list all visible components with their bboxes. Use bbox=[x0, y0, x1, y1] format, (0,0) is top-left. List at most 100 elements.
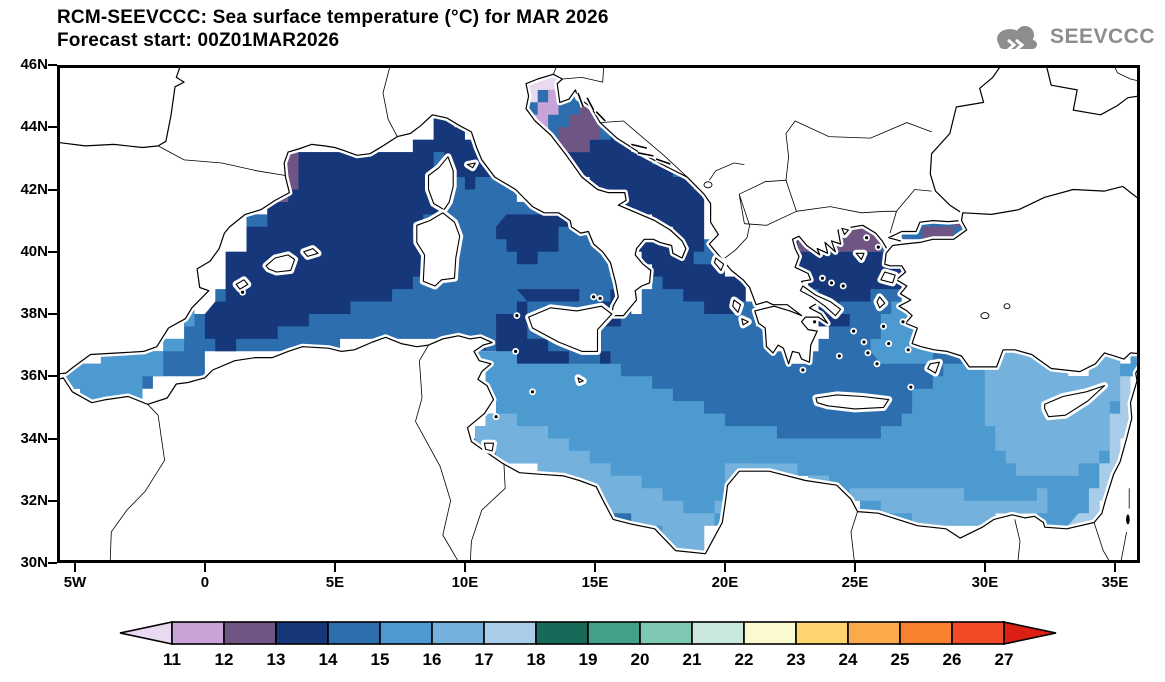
colorbar-tick-label: 21 bbox=[683, 650, 702, 669]
temperature-colorbar: 11 12 13 14 15 16 17 18 19 20 21 22 23 24 25 26 27 bbox=[119, 621, 1057, 669]
border-line bbox=[739, 179, 797, 226]
islet bbox=[876, 245, 880, 249]
islet bbox=[515, 314, 519, 318]
lat-tick-mark bbox=[48, 250, 57, 253]
colorbar-tick-label: 25 bbox=[891, 650, 910, 669]
islands bbox=[232, 92, 1108, 455]
lon-tick-mark bbox=[593, 563, 596, 572]
lat-tick-label: 42N bbox=[20, 180, 48, 198]
colorbar-cell bbox=[171, 621, 225, 645]
islet bbox=[514, 349, 518, 353]
title-block: RCM-SEEVCCC: Sea surface temperature (°C… bbox=[57, 6, 609, 52]
lat-tick-mark bbox=[48, 499, 57, 502]
lat-tick-label: 34N bbox=[20, 429, 48, 447]
islet bbox=[813, 320, 817, 324]
lake bbox=[980, 312, 990, 320]
islet bbox=[841, 284, 845, 288]
islet bbox=[837, 354, 841, 358]
islet bbox=[909, 385, 913, 389]
lon-tick-label: 5E bbox=[325, 574, 345, 591]
colorbar-tick-label: 15 bbox=[371, 650, 390, 669]
sst-zone-levant_coast bbox=[1068, 376, 1131, 526]
island-sardinia bbox=[416, 212, 461, 287]
island-mallorca bbox=[265, 254, 296, 273]
island-rhodes bbox=[927, 361, 940, 374]
colorbar-tick-label: 12 bbox=[215, 650, 234, 669]
island-lemnos bbox=[855, 252, 865, 261]
lon-tick-mark bbox=[853, 563, 856, 572]
islet bbox=[852, 329, 856, 333]
colorbar: 11 12 13 14 15 16 17 18 19 20 21 22 23 24 25 26 27 bbox=[118, 619, 1059, 669]
colorbar-cell bbox=[223, 621, 277, 645]
island-malta bbox=[577, 377, 584, 384]
lon-tick-label: 15E bbox=[581, 574, 609, 591]
land-crimea bbox=[1045, 65, 1140, 116]
island-sliver bbox=[655, 158, 671, 165]
island-zakynthos bbox=[741, 318, 749, 326]
sst-zone-ionian_navy bbox=[631, 239, 746, 314]
islet bbox=[530, 390, 535, 394]
island-sliver bbox=[577, 92, 584, 108]
colorbar-cell bbox=[587, 621, 641, 645]
seevccc-logo: SEEVCCC bbox=[992, 20, 1155, 54]
islet bbox=[875, 362, 879, 366]
colorbar-cell bbox=[743, 621, 797, 645]
colorbar-cell bbox=[795, 621, 849, 645]
colorbar-tick-label: 11 bbox=[163, 650, 181, 669]
lat-tick-label: 32N bbox=[20, 491, 48, 509]
lat-tick-mark bbox=[48, 126, 57, 129]
colorbar-cell bbox=[691, 621, 745, 645]
island-ibiza bbox=[235, 279, 249, 290]
islet bbox=[820, 276, 825, 280]
colorbar-cell bbox=[535, 621, 589, 645]
islet bbox=[598, 296, 602, 300]
islet bbox=[887, 342, 891, 346]
lon-tick-mark bbox=[723, 563, 726, 572]
border-line bbox=[708, 162, 745, 181]
logo-text: SEEVCCC bbox=[1049, 25, 1155, 48]
island-sicily bbox=[528, 305, 613, 352]
colorbar-tick-label: 27 bbox=[995, 650, 1014, 669]
islet bbox=[801, 368, 805, 372]
island-thasos bbox=[841, 227, 849, 236]
colorbar-cell bbox=[379, 621, 433, 645]
border-line bbox=[796, 206, 898, 234]
colorbar-tick-label: 19 bbox=[579, 650, 598, 669]
colorbar-cell bbox=[431, 621, 485, 645]
lon-tick-label: 0 bbox=[200, 574, 210, 591]
border-line bbox=[724, 194, 751, 259]
colorbar-tick-label: 23 bbox=[787, 650, 806, 669]
colorbar-cell bbox=[951, 621, 1005, 645]
border-line bbox=[109, 404, 166, 563]
islet bbox=[494, 415, 498, 419]
border-line bbox=[562, 65, 605, 83]
colorbar-tick-label: 14 bbox=[319, 650, 338, 669]
islet bbox=[866, 351, 870, 355]
lat-tick-mark bbox=[48, 313, 57, 315]
colorbar-tick-label: 17 bbox=[475, 650, 494, 669]
colorbar-tick-label: 26 bbox=[943, 650, 962, 669]
lon-tick-mark bbox=[333, 563, 336, 572]
figure-title: RCM-SEEVCCC: Sea surface temperature (°C… bbox=[57, 7, 609, 28]
lon-tick-label: 10E bbox=[451, 574, 479, 591]
lake bbox=[703, 181, 713, 189]
border-line bbox=[850, 511, 858, 563]
island-sliver bbox=[595, 111, 606, 122]
lat-tick-label: 38N bbox=[20, 305, 48, 322]
lat-tick-mark bbox=[48, 375, 57, 378]
lon-tick-label: 25E bbox=[841, 574, 869, 591]
island-cyprus bbox=[1044, 385, 1106, 418]
colorbar-tick-label: 18 bbox=[527, 650, 546, 669]
islet bbox=[881, 324, 886, 328]
lon-tick-mark bbox=[73, 563, 76, 572]
lat-tick-label: 44N bbox=[20, 118, 48, 136]
lon-tick-mark bbox=[463, 563, 466, 572]
lat-tick-mark bbox=[48, 64, 57, 66]
border-line bbox=[415, 344, 460, 563]
colorbar-over-arrow bbox=[1003, 621, 1057, 645]
border-line bbox=[600, 120, 688, 178]
map-area bbox=[57, 65, 1140, 563]
lat-tick-mark bbox=[48, 188, 57, 191]
sst-zone-adr_pale bbox=[527, 77, 559, 103]
lon-tick-label: 30E bbox=[971, 574, 999, 591]
